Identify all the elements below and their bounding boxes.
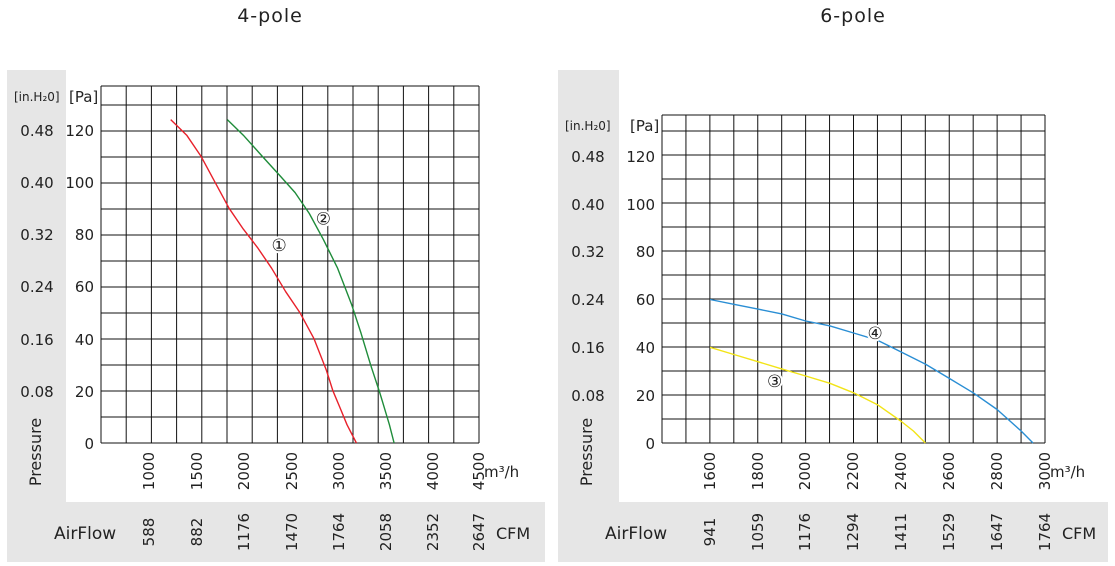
y-tick-pa: 120 xyxy=(626,148,655,166)
y-tick-inh2o: 0.40 xyxy=(571,196,604,214)
chart-title: 6-pole xyxy=(820,5,886,27)
x-tick-cfm: 1176 xyxy=(235,513,253,551)
x-tick-m3h: 1500 xyxy=(188,452,206,490)
y-tick-pa: 40 xyxy=(636,339,655,357)
grid xyxy=(661,114,1046,444)
y-tick-inh2o: 0.48 xyxy=(20,122,53,140)
x-unit-m3h: m³/h xyxy=(484,463,519,481)
x-tick-cfm: 1470 xyxy=(283,513,301,551)
y-tick-inh2o: 0.08 xyxy=(20,383,53,401)
series-line-1 xyxy=(170,119,358,444)
x-tick-cfm: 1176 xyxy=(796,513,814,551)
y-tick-inh2o: 0.24 xyxy=(20,278,53,296)
y-tick-pa: 100 xyxy=(626,196,655,214)
cfm-unit: CFM xyxy=(1062,524,1096,543)
series-line-1 xyxy=(709,346,926,444)
x-tick-cfm: 1764 xyxy=(330,513,348,551)
y-tick-inh2o: 0.24 xyxy=(571,291,604,309)
x-tick-m3h: 2000 xyxy=(235,452,253,490)
y-axis-label: Pressure xyxy=(26,418,45,486)
y-tick-pa: 100 xyxy=(65,174,94,192)
y-tick-inh2o: 0.32 xyxy=(571,243,604,261)
x-tick-m3h: 2000 xyxy=(796,452,814,490)
cfm-unit: CFM xyxy=(496,524,530,543)
x-tick-cfm: 2352 xyxy=(424,513,442,551)
airflow-label: AirFlow xyxy=(605,524,667,544)
y-tick-pa: 60 xyxy=(75,278,94,296)
y-tick-inh2o: 0.48 xyxy=(571,148,604,166)
x-tick-m3h: 1600 xyxy=(701,452,719,490)
plot-panel xyxy=(66,70,545,502)
x-tick-cfm: 1529 xyxy=(940,513,958,551)
annotation-bg xyxy=(270,236,288,254)
x-tick-m3h: 2400 xyxy=(892,452,910,490)
series-annotation-1: ① xyxy=(271,236,286,256)
x-tick-m3h: 4500 xyxy=(470,452,488,490)
x-tick-m3h: 3500 xyxy=(377,452,395,490)
x-tick-m3h: 2800 xyxy=(988,452,1006,490)
y-tick-inh2o: 0.16 xyxy=(20,331,53,349)
y-tick-pa: 80 xyxy=(75,226,94,244)
chart-1: 6-pole [in.H₂0] [Pa] 0 20 40 60 80 100 120 0.08 0.1… xyxy=(558,5,1108,562)
x-tick-m3h: 1800 xyxy=(749,452,767,490)
x-tick-cfm: 941 xyxy=(701,518,719,547)
y-tick-pa: 80 xyxy=(636,243,655,261)
y-tick-inh2o: 0.40 xyxy=(20,174,53,192)
y-tick-inh2o: 0.08 xyxy=(571,387,604,405)
chart-0: 4-pole [in.H₂0] [Pa] 0 20 40 60 80 100 120 0.08 0.1… xyxy=(7,5,545,562)
y-axis-label: Pressure xyxy=(577,418,596,486)
grid xyxy=(100,85,480,444)
y-tick-inh2o: 0.32 xyxy=(20,226,53,244)
annotation-bg xyxy=(314,210,332,228)
y-tick-pa: 0 xyxy=(84,435,94,453)
annotation-bg xyxy=(866,324,884,342)
y-tick-pa: 20 xyxy=(75,383,94,401)
y-tick-pa: 120 xyxy=(65,122,94,140)
x-tick-cfm: 2058 xyxy=(377,513,395,551)
x-tick-m3h: 3000 xyxy=(330,452,348,490)
plot-panel xyxy=(619,70,1108,502)
y-tick-inh2o: 0.16 xyxy=(571,339,604,357)
x-tick-cfm: 1647 xyxy=(988,513,1006,551)
y-tick-pa: 40 xyxy=(75,331,94,349)
airflow-label: AirFlow xyxy=(54,524,116,544)
x-tick-m3h: 4000 xyxy=(424,452,442,490)
x-tick-cfm: 2647 xyxy=(470,513,488,551)
y-unit-inh2o: [in.H₂0] xyxy=(14,90,60,104)
x-tick-cfm: 588 xyxy=(140,518,158,547)
y-tick-pa: 20 xyxy=(636,387,655,405)
y-tick-pa: 60 xyxy=(636,291,655,309)
x-unit-m3h: m³/h xyxy=(1050,463,1085,481)
x-tick-cfm: 882 xyxy=(188,518,206,547)
x-tick-m3h: 2600 xyxy=(940,452,958,490)
chart-title: 4-pole xyxy=(237,5,303,27)
x-tick-cfm: 1411 xyxy=(892,513,910,551)
series-annotation-1: ③ xyxy=(767,372,782,392)
y-unit-pa: [Pa] xyxy=(69,88,98,106)
x-tick-m3h: 2500 xyxy=(283,452,301,490)
series-annotation-2: ④ xyxy=(867,324,882,344)
x-tick-cfm: 1294 xyxy=(844,513,862,551)
x-tick-cfm: 1059 xyxy=(749,513,767,551)
annotation-bg xyxy=(766,372,784,390)
series-line-2 xyxy=(226,119,395,444)
series-annotation-2: ② xyxy=(316,210,331,230)
y-tick-pa: 0 xyxy=(645,435,655,453)
y-unit-pa: [Pa] xyxy=(630,117,659,135)
x-tick-m3h: 3000 xyxy=(1036,452,1054,490)
x-tick-m3h: 1000 xyxy=(140,452,158,490)
y-unit-inh2o: [in.H₂0] xyxy=(565,119,611,133)
x-tick-cfm: 1764 xyxy=(1036,513,1054,551)
x-tick-m3h: 2200 xyxy=(844,452,862,490)
